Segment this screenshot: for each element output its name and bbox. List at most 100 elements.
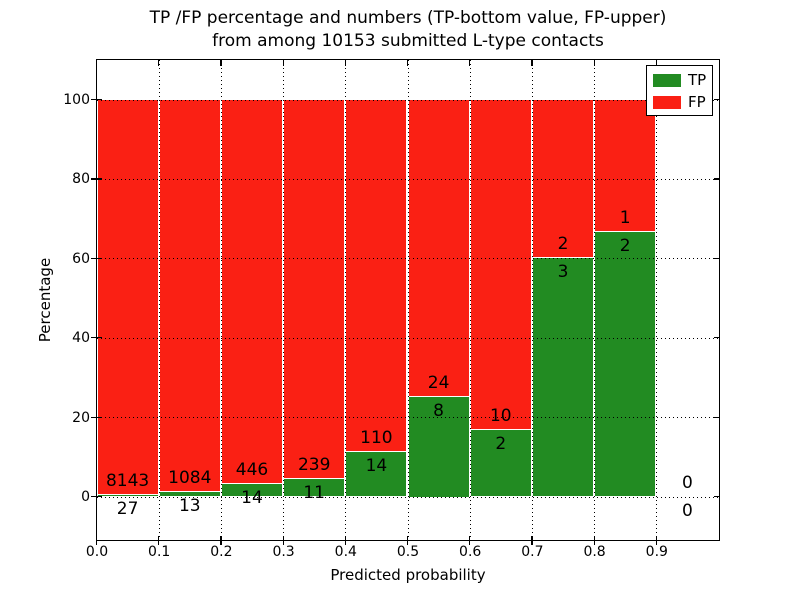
tp-count-label: 14 — [241, 488, 263, 509]
fp-segment — [284, 99, 345, 480]
x-tick-mark — [407, 535, 409, 545]
legend-label: FP — [688, 93, 706, 111]
y-tick-mark — [713, 99, 719, 101]
fp-count-label: 1 — [619, 207, 631, 228]
x-tick-label: 0.6 — [459, 544, 482, 560]
tp-segment — [595, 231, 656, 497]
y-axis-label: Percentage — [36, 257, 54, 343]
tp-segment — [532, 258, 594, 497]
tp-count-label: 2 — [495, 434, 507, 455]
x-tick-mark — [158, 59, 160, 66]
x-tick-mark — [282, 59, 284, 66]
x-tick-label: 0.9 — [645, 544, 668, 560]
stacked-bar — [531, 99, 595, 497]
y-tick-mark — [713, 337, 719, 339]
x-tick-mark — [407, 59, 409, 66]
stacked-bar — [469, 99, 532, 497]
tp-count-label: 13 — [178, 495, 201, 516]
y-tick-label: 80 — [72, 171, 90, 188]
fp-segment — [159, 99, 220, 492]
y-tick-label: 100 — [63, 92, 90, 108]
stacked-bar — [96, 99, 159, 497]
y-tick-mark — [90, 496, 102, 498]
legend-label: TP — [688, 71, 707, 89]
tp-segment — [470, 430, 531, 497]
y-tick-mark — [713, 416, 719, 418]
x-tick-mark — [220, 59, 222, 66]
legend: TP FP — [646, 65, 714, 116]
x-tick-mark — [593, 535, 595, 545]
stacked-bar — [158, 99, 221, 497]
x-tick-mark — [344, 59, 346, 66]
y-tick-mark — [90, 178, 102, 180]
stacked-bar — [220, 99, 284, 497]
gridline-vertical — [469, 59, 471, 540]
gridline-vertical — [283, 59, 285, 540]
y-tick-mark — [90, 416, 102, 418]
tp-segment — [408, 397, 469, 497]
x-tick-label: 0.7 — [521, 544, 544, 560]
x-tick-mark — [96, 59, 98, 66]
x-tick-label: 0.2 — [210, 544, 233, 560]
fp-segment — [97, 99, 158, 496]
fp-count-label: 446 — [235, 460, 269, 481]
x-tick-mark — [96, 535, 98, 545]
y-tick-label: 20 — [72, 409, 90, 426]
chart-title-line1: TP /FP percentage and numbers (TP-bottom… — [149, 8, 667, 28]
x-tick-label: 0.1 — [148, 544, 171, 560]
fp-count-label: 239 — [297, 455, 331, 476]
x-tick-mark — [469, 59, 471, 66]
gridline-vertical — [158, 59, 160, 540]
x-tick-label: 0.4 — [334, 544, 357, 560]
legend-entry: FP — [653, 94, 706, 110]
fp-count-label: 110 — [360, 427, 393, 448]
fp-count-label: 1084 — [168, 467, 212, 488]
x-tick-mark — [220, 535, 222, 545]
y-tick-mark — [713, 178, 719, 180]
tp-count-label: 27 — [116, 499, 139, 520]
chart-title: TP /FP percentage and numbers (TP-bottom… — [97, 7, 719, 53]
tp-count-label: 2 — [619, 235, 631, 256]
tp-count-label: 8 — [433, 401, 444, 422]
y-tick-mark — [90, 337, 102, 339]
x-tick-label: 0.5 — [396, 544, 420, 560]
gridline-vertical — [656, 59, 658, 540]
y-tick-mark — [713, 257, 719, 259]
fp-count-label: 8143 — [105, 471, 150, 492]
fp-segment — [595, 99, 656, 232]
gridline-vertical — [531, 59, 533, 540]
fp-segment — [408, 99, 469, 398]
stacked-bar — [594, 99, 657, 497]
x-tick-mark — [158, 535, 160, 545]
plot-area: 8143 27 1084 13 446 14 239 11 110 14 24 8 10 2 2 3 1 2 0 0 — [90, 58, 720, 545]
tp-segment — [159, 491, 220, 497]
x-tick-mark — [655, 59, 657, 66]
gridline-vertical — [220, 59, 222, 540]
gridline-vertical — [345, 59, 347, 540]
y-tick-label: 60 — [72, 250, 90, 267]
y-tick-mark — [90, 257, 102, 259]
tp-count-label: 3 — [557, 262, 569, 283]
tp-count-label: 11 — [303, 483, 325, 504]
tp-segment — [97, 495, 158, 497]
stacked-bar — [407, 99, 470, 497]
x-tick-mark — [655, 535, 657, 545]
x-tick-mark — [344, 535, 346, 545]
fp-segment — [346, 99, 407, 452]
chart-title-line2: from among 10153 submitted L-type contac… — [212, 31, 604, 51]
gridline-vertical — [407, 59, 409, 540]
stacked-bar — [283, 99, 346, 497]
gridline-vertical — [594, 59, 596, 540]
x-tick-label: 0.0 — [85, 544, 109, 560]
x-axis-label: Predicted probability — [330, 566, 486, 584]
tp-segment — [346, 451, 407, 497]
fp-count-label: 24 — [427, 373, 450, 394]
x-tick-mark — [531, 535, 533, 545]
fp-segment — [221, 99, 283, 485]
tp-segment — [221, 484, 283, 497]
x-tick-label: 0.8 — [583, 544, 606, 560]
fp-count-label: 2 — [557, 234, 569, 255]
tp-count-label: 0 — [681, 500, 693, 521]
legend-swatch-icon — [653, 95, 681, 109]
